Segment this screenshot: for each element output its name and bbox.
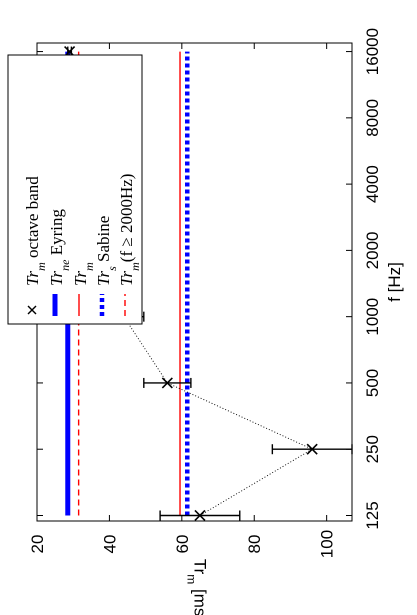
legend-label-tail: octave band (23, 176, 42, 262)
y-tick-label-80: 80 (245, 535, 264, 554)
legend-entry-3: Trm (71, 262, 96, 316)
x-tick-label-2000: 2000 (363, 231, 382, 269)
y-axis-title-sub: m (185, 574, 199, 584)
legend-label: Trm (71, 262, 96, 286)
x-tick-label-4000: 4000 (363, 165, 382, 203)
x-tick-labels: 125 250 500 1000 2000 4000 8000 16000 (363, 28, 382, 530)
legend-label: Trne Eyring (47, 209, 72, 286)
y-axis-title-unit: [ms] (191, 584, 210, 615)
legend-label-main: Tr (117, 270, 136, 286)
legend-label-sub: m (82, 262, 96, 271)
data-point-125 (159, 509, 241, 522)
legend-label-main: Tr (71, 270, 90, 286)
legend-entry-5: Trm(f ≥ 2000Hz) (117, 174, 142, 316)
data-point-500 (143, 377, 192, 389)
legend-label: Trm octave band (23, 176, 48, 286)
x-tick-label-1000: 1000 (363, 298, 382, 336)
y-axis-title: Trm [ms] (185, 559, 210, 615)
legend-entry-4: Trs Sabine (94, 216, 119, 316)
legend-marker-x-b (27, 305, 37, 315)
legend-label-sub: s (105, 266, 119, 271)
x-tick-label-250: 250 (363, 435, 382, 463)
y-tick-label-100: 100 (318, 530, 337, 558)
legend-entry-1: Trm octave band (23, 176, 48, 315)
y-tick-labels: 20 40 60 80 100 (28, 530, 337, 558)
y-axis-title-main: Tr (191, 559, 210, 575)
legend-label-main: Tr (94, 270, 113, 286)
marker-x-b (194, 509, 206, 522)
y-tick-label-40: 40 (100, 535, 119, 554)
legend-label-tail: Eyring (47, 209, 66, 260)
legend-label-tail: Sabine (94, 216, 113, 267)
legend-label-main: Tr (23, 270, 42, 286)
y-tick-label-20: 20 (28, 535, 47, 554)
legend-label-main: Tr (47, 270, 66, 286)
legend-label: Trm(f ≥ 2000Hz) (117, 174, 142, 286)
x-tick-label-8000: 8000 (363, 99, 382, 137)
legend-label-sub: m (34, 262, 48, 271)
legend-label-sub: ne (58, 259, 72, 271)
x-tick-label-125: 125 (363, 501, 382, 529)
x-axis-title: f [Hz] (385, 262, 404, 302)
data-point-250 (271, 443, 353, 455)
x-tick-label-16000: 16000 (363, 28, 382, 75)
y-tick-label-60: 60 (173, 535, 192, 554)
marker-x-b (161, 377, 173, 389)
legend-frame (7, 54, 143, 325)
legend-entry-2: Trne Eyring (47, 209, 72, 316)
x-tick-label-500: 500 (363, 369, 382, 397)
legend-label-tail: (f ≥ 2000Hz) (117, 174, 136, 263)
marker-x-b (306, 443, 318, 455)
legend-label: Trs Sabine (94, 216, 119, 286)
legend-label-sub: m (128, 262, 142, 271)
